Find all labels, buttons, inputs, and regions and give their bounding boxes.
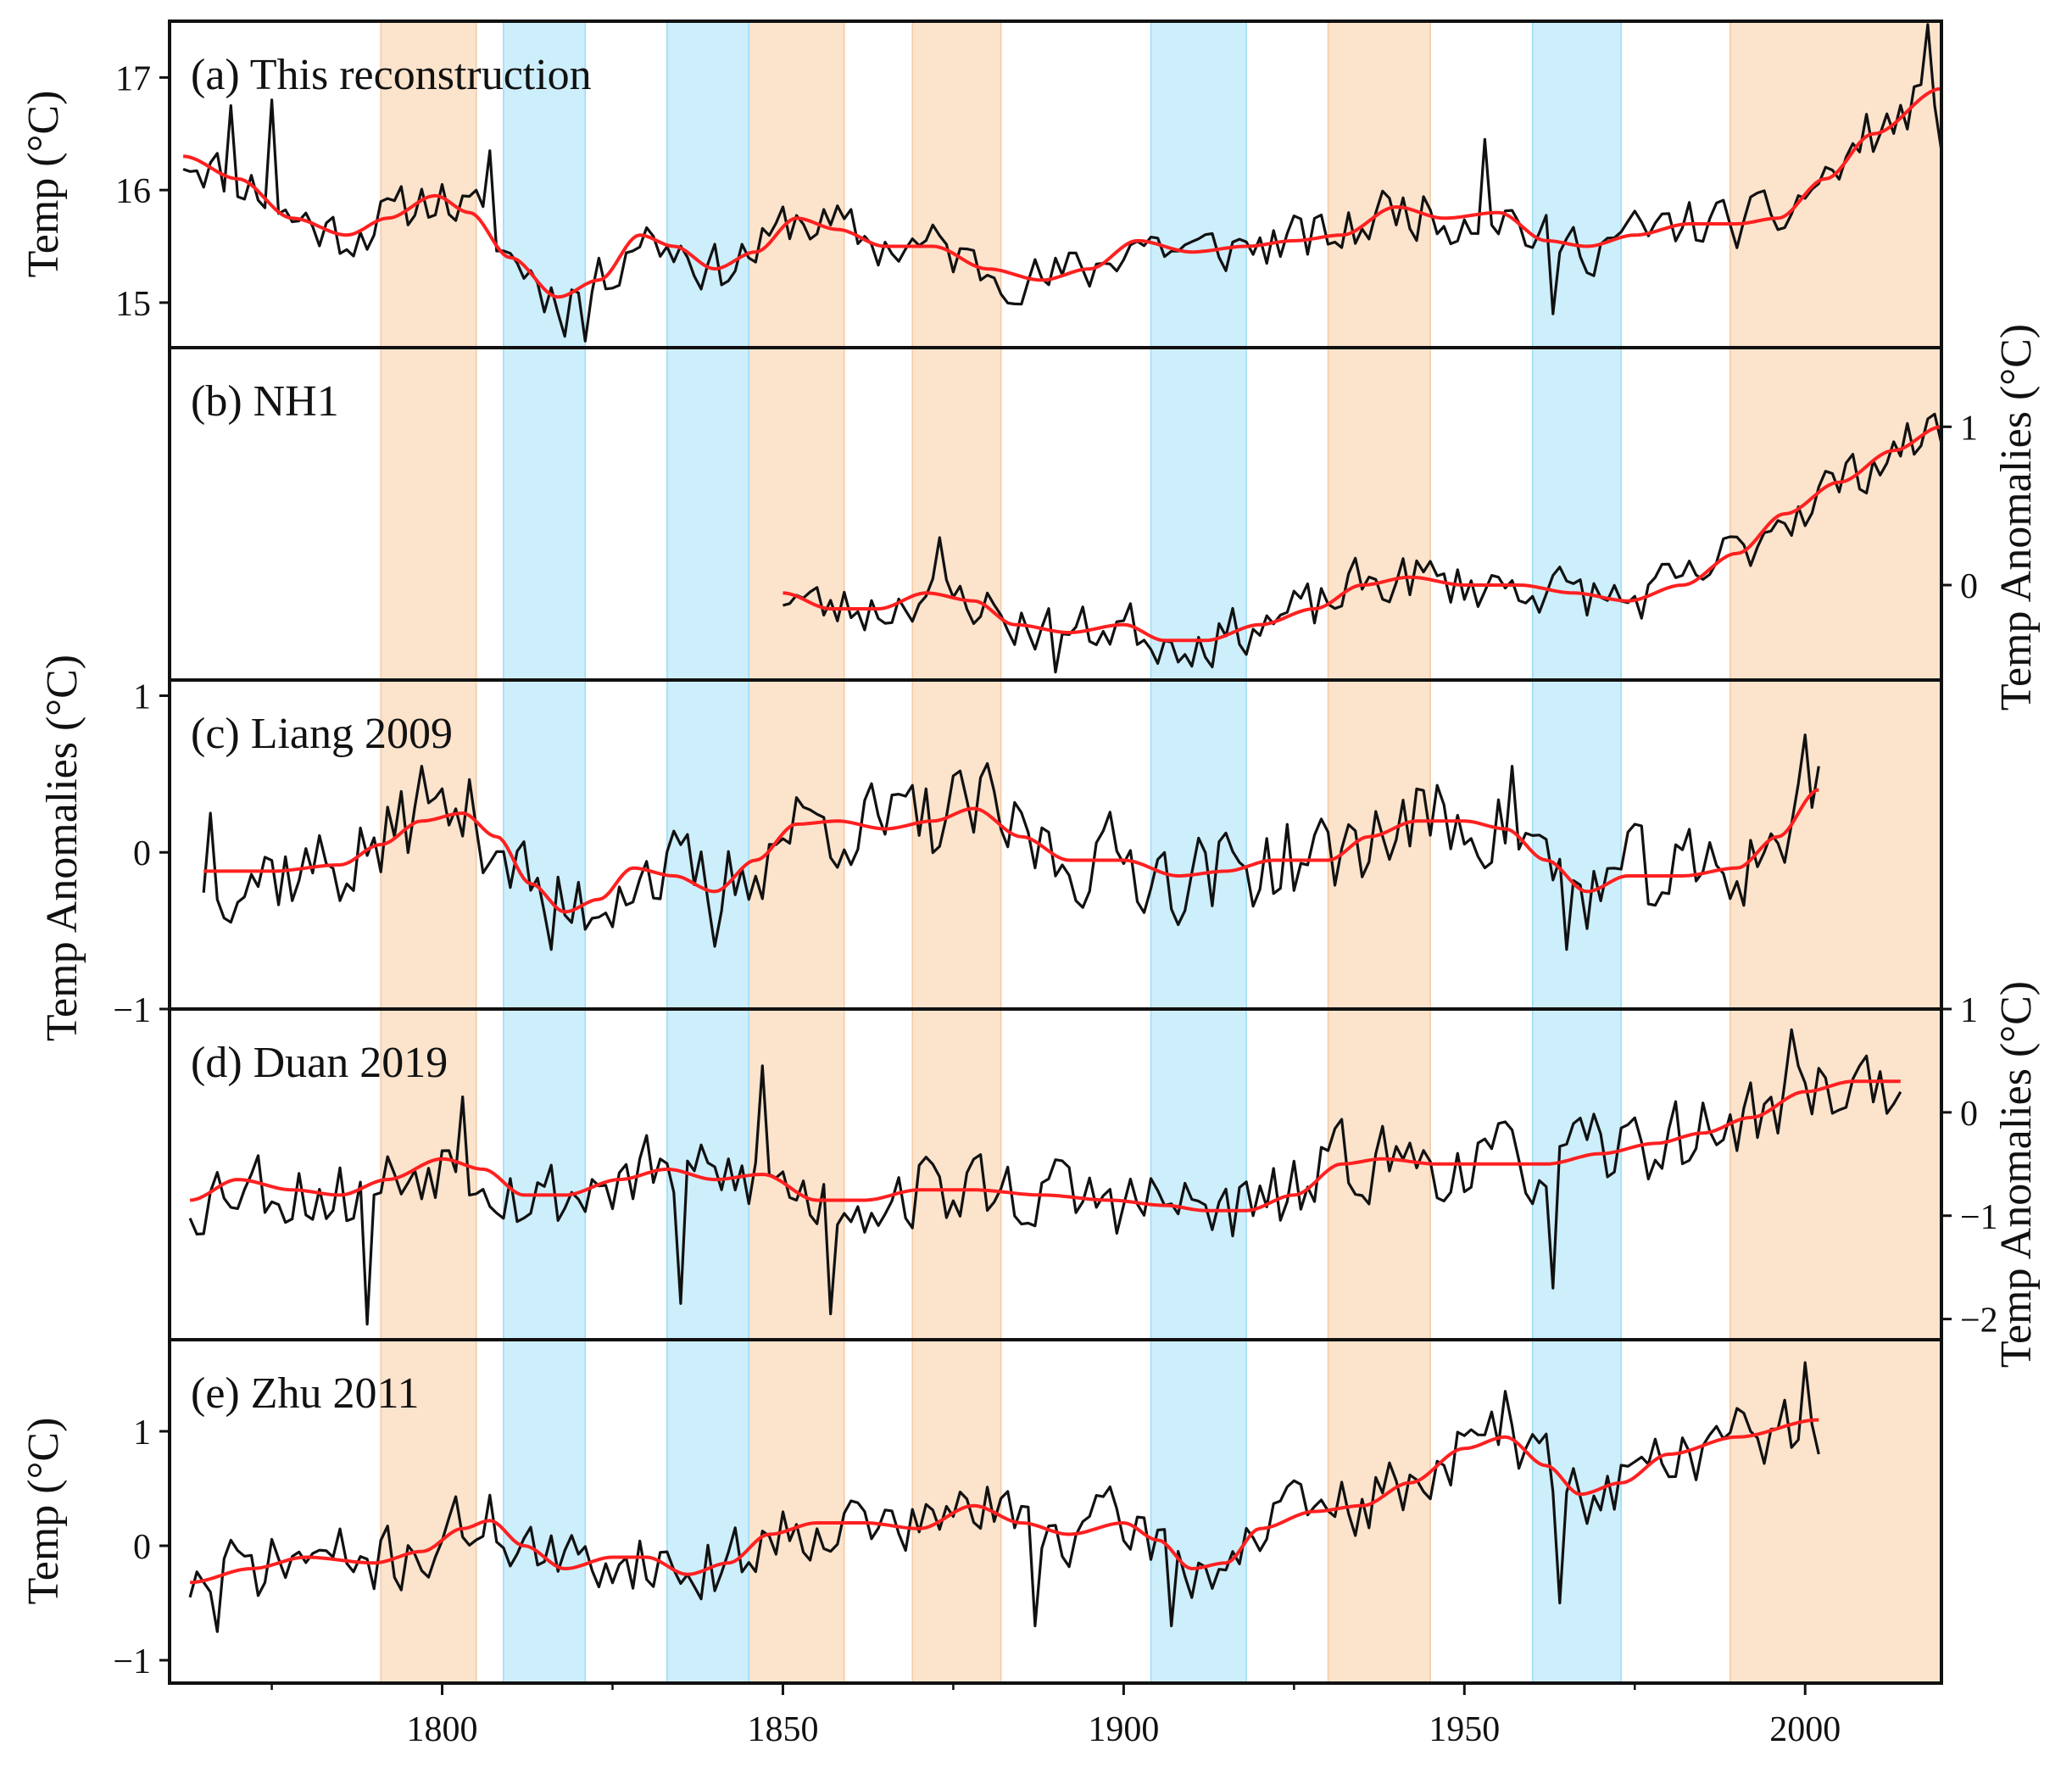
smooth-series-line-e [190, 1418, 1819, 1585]
x-tick-label-0: 1800 [407, 1710, 478, 1749]
y-axis-label-a: Temp (°C) [19, 91, 68, 278]
y-tick-label-d-3: 1 [1960, 991, 1978, 1030]
x-axis: 1800 1850 1900 1950 2000 [270, 1683, 1841, 1749]
y-tick-label-a-2: 17 [115, 59, 151, 98]
y-tick-label-b-0: 0 [1960, 567, 1978, 606]
smooth-series-line-a [182, 86, 1942, 299]
panel-title-d: (d) Duan 2019 [191, 1039, 448, 1087]
panel-title-a: (a) This reconstruction [191, 51, 592, 99]
y-axis-label-b: Temp Anomalies (°C) [1992, 324, 2041, 711]
panel-title-b: (b) NH1 [191, 377, 339, 426]
y-axis-label-e: Temp (°C) [19, 1418, 68, 1605]
cold-period-band-3 [1150, 20, 1247, 1684]
smooth-series-line-c [203, 788, 1819, 914]
y-tick-label-c-0: −1 [113, 991, 151, 1030]
panel-b: (b) NH1 0 1 [191, 377, 1978, 674]
y-tick-label-a-1: 16 [115, 172, 151, 211]
x-tick-label-2: 1900 [1088, 1710, 1159, 1749]
x-tick-label-1: 1850 [747, 1710, 818, 1749]
y-axis-label-c: Temp Anomalies (°C) [38, 655, 86, 1041]
y-tick-label-a-0: 15 [115, 285, 151, 324]
panel-d: (d) Duan 2019 −2 −1 0 1 [188, 991, 1998, 1341]
y-tick-label-c-1: 0 [133, 834, 151, 873]
y-tick-label-d-2: 0 [1960, 1095, 1978, 1134]
x-tick-label-4: 2000 [1769, 1710, 1841, 1749]
y-tick-label-c-2: 1 [133, 677, 151, 716]
y-tick-label-b-1: 1 [1960, 409, 1978, 448]
plot-frame [168, 20, 1943, 1685]
y-tick-label-d-1: −1 [1960, 1198, 1998, 1237]
warm-period-band-1 [380, 20, 477, 1684]
frame-layer [168, 20, 1943, 1685]
panel-title-e: (e) Zhu 2011 [191, 1369, 420, 1418]
y-axis-label-d: Temp Anomalies (°C) [1992, 981, 2041, 1368]
y-tick-label-e-2: 1 [133, 1413, 151, 1452]
smooth-series-line-b [783, 425, 1942, 643]
panel-a: (a) This reconstruction 15 16 17 [115, 23, 1943, 343]
panel-e: (e) Zhu 2011 −1 0 1 [113, 1361, 1820, 1681]
panel-title-c: (c) Liang 2009 [191, 710, 453, 758]
y-tick-label-e-1: 0 [133, 1528, 151, 1567]
panel-c: (c) Liang 2009 −1 0 1 [113, 677, 1820, 1030]
y-tick-label-d-0: −2 [1960, 1302, 1998, 1341]
raw-series-line-d [188, 1028, 1902, 1326]
x-tick-label-3: 1950 [1429, 1710, 1500, 1749]
smooth-series-line-d [189, 1079, 1901, 1213]
raw-series-line-b [783, 412, 1943, 674]
y-tick-label-e-0: −1 [113, 1642, 151, 1681]
